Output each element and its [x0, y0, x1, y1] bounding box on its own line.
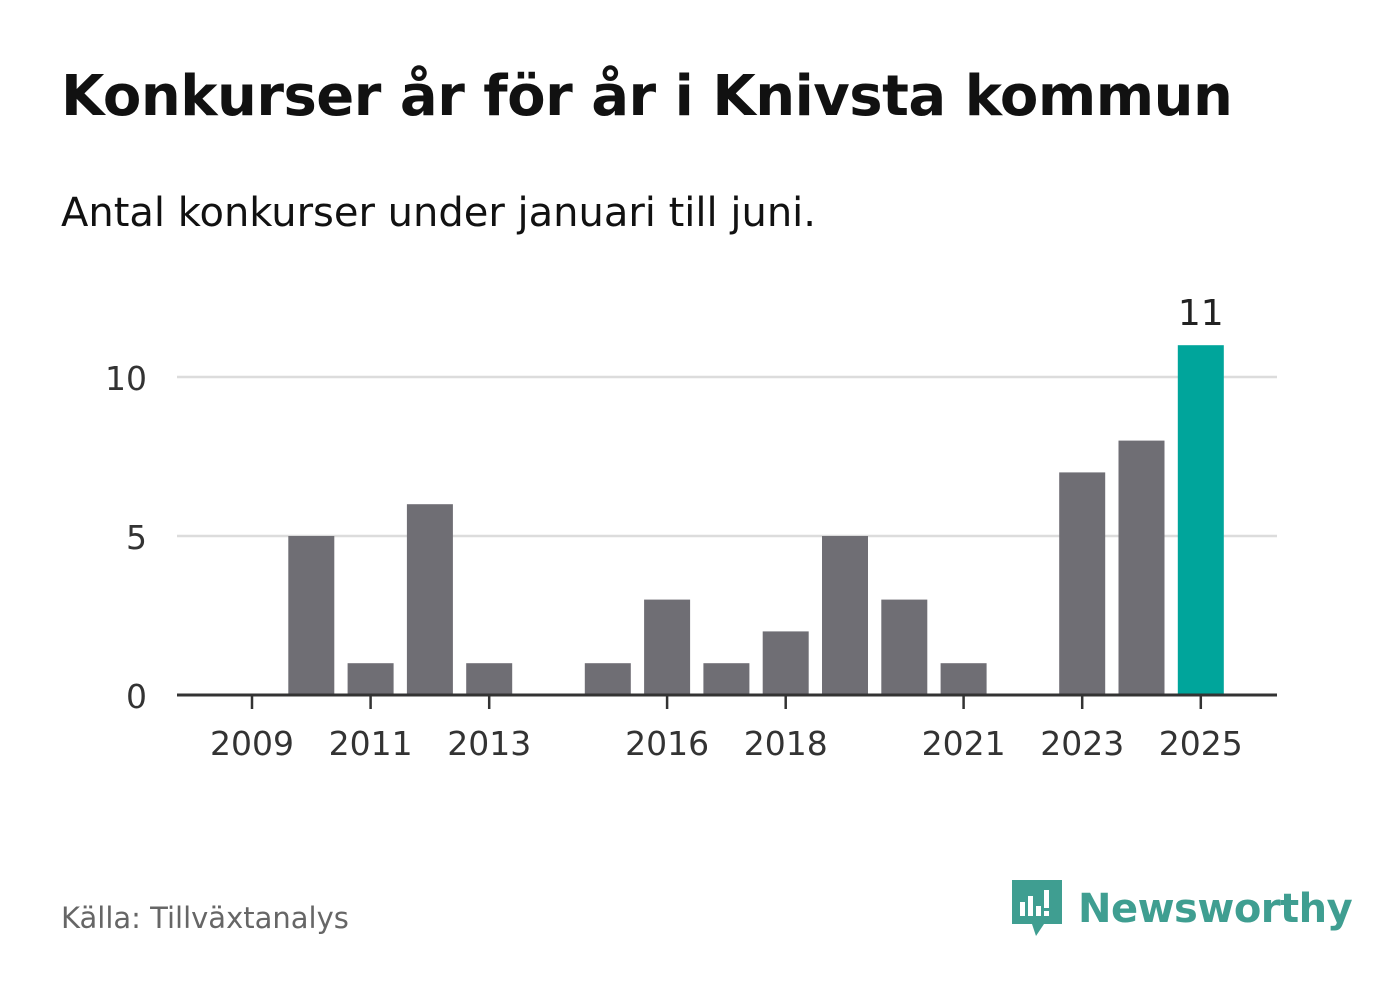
bar-2017 [703, 663, 750, 695]
labels: 0 5 10 11 2009 2011 2013 2016 2018 2021 2023 2025 [105, 293, 1243, 763]
bar-2011 [347, 663, 394, 695]
y-tick-label: 0 [126, 677, 147, 716]
x-tick-label: 2021 [922, 724, 1006, 763]
bar-2024 [1118, 440, 1165, 695]
bar-2019 [822, 536, 868, 695]
x-tick-label: 2023 [1040, 724, 1124, 763]
grid-lines [177, 375, 1277, 538]
bar-2021 [940, 663, 987, 695]
bar-2020 [881, 599, 928, 695]
chart-subtitle: Antal konkurser under januari till juni. [61, 190, 816, 236]
x-tick-label: 2016 [625, 724, 709, 763]
bar-2018 [762, 631, 809, 695]
bar-2012 [406, 504, 453, 695]
bar-2023 [1059, 472, 1106, 695]
bar-2025 [1177, 345, 1224, 695]
logo-text: Newsworthy [1078, 886, 1353, 932]
y-tick-label: 10 [105, 359, 147, 398]
x-tick-label: 2025 [1159, 724, 1243, 763]
y-tick-label: 5 [126, 518, 147, 557]
x-tick-label: 2013 [447, 724, 531, 763]
bar-2013 [466, 663, 513, 695]
bar-2010 [288, 536, 335, 695]
x-tick-label: 2009 [210, 724, 294, 763]
axes [177, 693, 1277, 709]
bar-2016 [644, 599, 691, 695]
source-note: Källa: Tillväxtanalys [61, 901, 349, 935]
bar-value-label-2025: 11 [1178, 293, 1224, 334]
chart-title: Konkurser år för år i Knivsta kommun [61, 64, 1233, 129]
bar-2015 [584, 663, 631, 695]
x-tick-label: 2018 [744, 724, 828, 763]
newsworthy-logo-icon [1012, 880, 1062, 936]
newsworthy-logo: Newsworthy [1010, 878, 1353, 940]
bars [288, 345, 1224, 695]
x-tick-label: 2011 [329, 724, 413, 763]
